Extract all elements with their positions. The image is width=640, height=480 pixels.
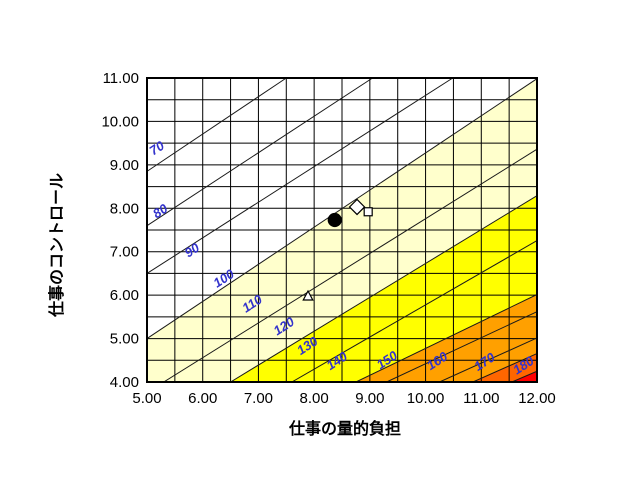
contour-line-120 (230, 195, 538, 383)
x-tick-label: 11.00 (463, 390, 499, 407)
contour-line-80 (146, 77, 373, 227)
marker-triangle (302, 289, 314, 301)
contour-line-150 (386, 311, 538, 383)
contour-line-70 (146, 77, 287, 172)
y-tick-label: 4.00 (110, 374, 139, 391)
y-tick-label: 5.00 (110, 331, 139, 348)
x-tick-label: 12.00 (518, 390, 556, 407)
y-axis-title: 仕事のコントロール (47, 173, 66, 318)
x-axis-tick-labels: 5.00 6.00 7.00 8.00 9.00 10.00 11.00 12.00 (132, 390, 555, 407)
marker-square (363, 207, 373, 217)
contour-line-90 (146, 77, 454, 274)
y-tick-label: 9.00 (110, 157, 139, 174)
contour-line-180 (511, 370, 538, 383)
x-tick-label: 5.00 (132, 390, 161, 407)
marker-circle (327, 212, 342, 228)
contour-line-110 (163, 148, 538, 383)
marker-diamond (348, 198, 366, 216)
x-tick-label: 10.00 (407, 390, 445, 407)
contour-line-130 (291, 240, 538, 383)
contour-line-100 (146, 78, 538, 339)
x-tick-label: 7.00 (244, 390, 273, 407)
y-axis-tick-labels: 4.00 5.00 6.00 7.00 8.00 9.00 10.00 11.00 (101, 70, 139, 391)
x-axis-title: 仕事の量的負担 (288, 419, 401, 438)
data-markers (302, 198, 373, 301)
x-tick-label: 9.00 (355, 390, 384, 407)
contour-line-160 (439, 337, 538, 383)
x-tick-label: 6.00 (188, 390, 217, 407)
contour-lines (146, 77, 538, 383)
contour-line-140 (355, 294, 538, 383)
y-tick-label: 10.00 (101, 113, 139, 130)
plot-border (146, 77, 538, 383)
x-tick-label: 8.00 (300, 390, 329, 407)
y-tick-label: 8.00 (110, 200, 139, 217)
contour-line-170 (472, 353, 538, 383)
y-tick-label: 11.00 (103, 70, 139, 87)
y-tick-label: 6.00 (110, 287, 139, 304)
y-tick-label: 7.00 (110, 244, 139, 261)
